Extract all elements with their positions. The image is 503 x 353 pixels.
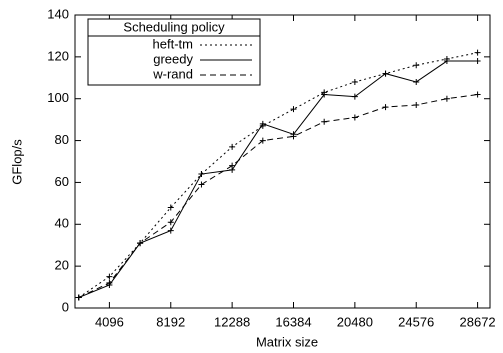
legend-label: greedy: [153, 51, 193, 66]
point: [75, 294, 82, 301]
legend-label: heft-tm: [153, 36, 193, 51]
x-tick-label: 28672: [460, 314, 496, 329]
y-axis-label: GFlop/s: [9, 139, 24, 185]
series-line: [78, 94, 478, 298]
x-tick-label: 4096: [95, 314, 124, 329]
point: [229, 143, 236, 150]
point: [474, 58, 481, 65]
legend-label: w-rand: [152, 66, 193, 81]
point: [413, 62, 420, 69]
series-line: [78, 60, 478, 298]
y-tick-label: 0: [62, 299, 69, 314]
point: [474, 91, 481, 98]
point: [351, 114, 358, 121]
point: [413, 101, 420, 108]
y-tick-label: 80: [55, 132, 69, 147]
point: [167, 227, 174, 234]
point: [351, 93, 358, 100]
point: [351, 78, 358, 85]
point: [259, 137, 266, 144]
y-tick-label: 140: [47, 6, 69, 21]
point: [259, 120, 266, 127]
x-tick-label: 20480: [337, 314, 373, 329]
legend-title: Scheduling policy: [123, 19, 225, 34]
x-tick-label: 16384: [275, 314, 311, 329]
x-tick-label: 12288: [214, 314, 250, 329]
point: [137, 240, 144, 247]
x-axis-label: Matrix size: [256, 334, 318, 349]
x-tick-label: 8192: [156, 314, 185, 329]
point: [198, 181, 205, 188]
point: [198, 171, 205, 178]
point: [290, 133, 297, 140]
y-tick-label: 100: [47, 90, 69, 105]
series-line: [78, 52, 478, 298]
plot-frame: [74, 14, 491, 309]
point: [106, 279, 113, 286]
legend-box: [87, 18, 261, 86]
point: [229, 162, 236, 169]
point: [321, 118, 328, 125]
point: [382, 104, 389, 111]
point: [443, 58, 450, 65]
point: [413, 78, 420, 85]
y-tick-label: 40: [55, 216, 69, 231]
point: [290, 106, 297, 113]
y-tick-label: 120: [47, 48, 69, 63]
point: [167, 204, 174, 211]
point: [474, 49, 481, 56]
point: [106, 273, 113, 280]
point: [443, 95, 450, 102]
y-tick-label: 60: [55, 174, 69, 189]
x-tick-label: 24576: [398, 314, 434, 329]
y-tick-label: 20: [55, 258, 69, 273]
point: [321, 91, 328, 98]
point: [382, 70, 389, 77]
point: [167, 219, 174, 226]
